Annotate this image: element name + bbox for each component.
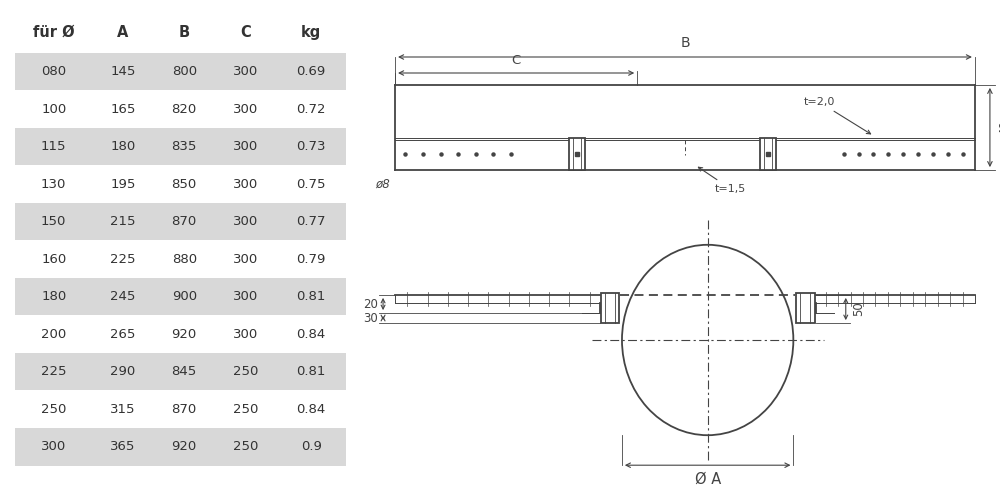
Text: 100: 100 bbox=[41, 102, 66, 116]
Text: 290: 290 bbox=[110, 365, 136, 378]
Text: C: C bbox=[240, 25, 251, 40]
Text: 195: 195 bbox=[110, 178, 136, 190]
Text: 920: 920 bbox=[172, 440, 197, 454]
Text: 0.84: 0.84 bbox=[296, 402, 326, 415]
Text: 0.69: 0.69 bbox=[296, 65, 326, 78]
Bar bbox=[15, 278, 346, 316]
Text: 080: 080 bbox=[41, 65, 66, 78]
Text: 870: 870 bbox=[172, 402, 197, 415]
Text: 0.77: 0.77 bbox=[296, 215, 326, 228]
Text: 920: 920 bbox=[172, 328, 197, 340]
Text: 0.81: 0.81 bbox=[296, 365, 326, 378]
Text: 300: 300 bbox=[233, 102, 258, 116]
Text: 300: 300 bbox=[233, 65, 258, 78]
Text: 315: 315 bbox=[110, 402, 136, 415]
Bar bbox=[15, 52, 346, 90]
Text: 200: 200 bbox=[41, 328, 66, 340]
Text: 265: 265 bbox=[110, 328, 136, 340]
Text: 180: 180 bbox=[110, 140, 136, 153]
Text: 225: 225 bbox=[41, 365, 66, 378]
Bar bbox=[15, 203, 346, 240]
Text: 800: 800 bbox=[172, 65, 197, 78]
Text: t=1,5: t=1,5 bbox=[698, 167, 746, 194]
Text: 50: 50 bbox=[852, 302, 865, 316]
Text: 300: 300 bbox=[233, 140, 258, 153]
Text: 820: 820 bbox=[172, 102, 197, 116]
Text: A: A bbox=[117, 25, 129, 40]
Text: C: C bbox=[512, 54, 521, 67]
Text: 30: 30 bbox=[363, 312, 378, 324]
Text: 115: 115 bbox=[41, 140, 66, 153]
Text: 150: 150 bbox=[41, 215, 66, 228]
Text: 250: 250 bbox=[233, 402, 258, 415]
Text: 365: 365 bbox=[110, 440, 136, 454]
Bar bbox=[601, 293, 619, 323]
Text: 20: 20 bbox=[363, 298, 378, 310]
Text: 180: 180 bbox=[41, 290, 66, 303]
Text: 300: 300 bbox=[233, 215, 258, 228]
Text: 160: 160 bbox=[41, 252, 66, 266]
Text: 0.73: 0.73 bbox=[296, 140, 326, 153]
Bar bbox=[15, 128, 346, 166]
Text: 845: 845 bbox=[172, 365, 197, 378]
Text: 165: 165 bbox=[110, 102, 136, 116]
Text: 300: 300 bbox=[41, 440, 66, 454]
Text: 870: 870 bbox=[172, 215, 197, 228]
Text: 0.75: 0.75 bbox=[296, 178, 326, 190]
Text: 145: 145 bbox=[110, 65, 136, 78]
Text: 225: 225 bbox=[110, 252, 136, 266]
Text: 850: 850 bbox=[172, 178, 197, 190]
Text: 0.79: 0.79 bbox=[296, 252, 326, 266]
Text: 250: 250 bbox=[233, 365, 258, 378]
Text: 300: 300 bbox=[233, 328, 258, 340]
Text: 900: 900 bbox=[172, 290, 197, 303]
Bar bbox=[760, 138, 776, 170]
Text: kg: kg bbox=[301, 25, 321, 40]
Bar bbox=[15, 428, 346, 466]
Text: 0.84: 0.84 bbox=[296, 328, 326, 340]
Text: 0.9: 0.9 bbox=[301, 440, 322, 454]
Text: 300: 300 bbox=[233, 290, 258, 303]
Text: 0.81: 0.81 bbox=[296, 290, 326, 303]
Bar bbox=[569, 138, 585, 170]
Text: Ø A: Ø A bbox=[695, 471, 721, 486]
Text: 40: 40 bbox=[998, 120, 1000, 135]
Text: 245: 245 bbox=[110, 290, 136, 303]
Text: t=2,0: t=2,0 bbox=[803, 97, 871, 134]
Text: 880: 880 bbox=[172, 252, 197, 266]
Text: 300: 300 bbox=[233, 252, 258, 266]
Text: 250: 250 bbox=[233, 440, 258, 454]
Text: 300: 300 bbox=[233, 178, 258, 190]
Text: für Ø: für Ø bbox=[33, 25, 75, 40]
Text: 215: 215 bbox=[110, 215, 136, 228]
Text: 250: 250 bbox=[41, 402, 66, 415]
Text: 835: 835 bbox=[172, 140, 197, 153]
Text: B: B bbox=[680, 36, 690, 50]
Text: 130: 130 bbox=[41, 178, 66, 190]
Text: B: B bbox=[179, 25, 190, 40]
Text: 0.72: 0.72 bbox=[296, 102, 326, 116]
Bar bbox=[796, 293, 815, 323]
Text: ø8: ø8 bbox=[375, 178, 390, 191]
Bar bbox=[15, 353, 346, 391]
